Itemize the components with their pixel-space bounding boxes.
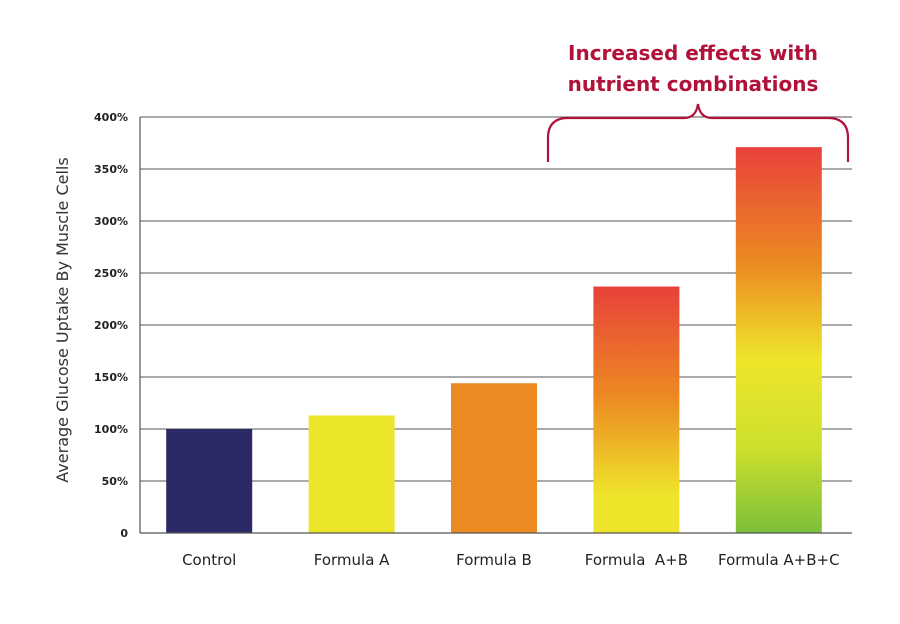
y-tick-labels: 0 50% 100% 150% 200% 250% 300% 350% 400%	[94, 111, 128, 540]
category-label: Control	[182, 551, 236, 569]
y-tick-label: 50%	[102, 475, 128, 488]
y-axis-label: Average Glucose Uptake By Muscle Cells	[53, 157, 72, 482]
bars	[166, 147, 822, 533]
bar	[593, 286, 680, 533]
category-label: Formula A	[314, 551, 390, 569]
annotation-brace	[546, 103, 850, 162]
grid-lines	[140, 116, 852, 482]
y-tick-label: 350%	[94, 163, 128, 176]
bar	[451, 383, 537, 533]
y-tick-label: 400%	[94, 111, 128, 124]
y-tick-label: 300%	[94, 215, 128, 228]
y-tick-label: 250%	[94, 267, 128, 280]
category-label: Formula B	[456, 551, 532, 569]
y-tick-label: 100%	[94, 423, 128, 436]
category-label: Formula A+B	[585, 551, 688, 569]
bar	[166, 429, 253, 533]
category-labels: Control Formula A Formula B Formula A+B Form…	[182, 551, 840, 569]
annotation-line-1: Increased effects with	[568, 41, 818, 65]
bar	[735, 147, 822, 533]
annotation-line-2: nutrient combinations	[568, 72, 819, 96]
bar	[308, 415, 395, 533]
category-label: Formula A+B+C	[718, 551, 840, 569]
y-tick-label: 150%	[94, 371, 128, 384]
y-tick-label: 0	[120, 527, 128, 540]
y-tick-label: 200%	[94, 319, 128, 332]
